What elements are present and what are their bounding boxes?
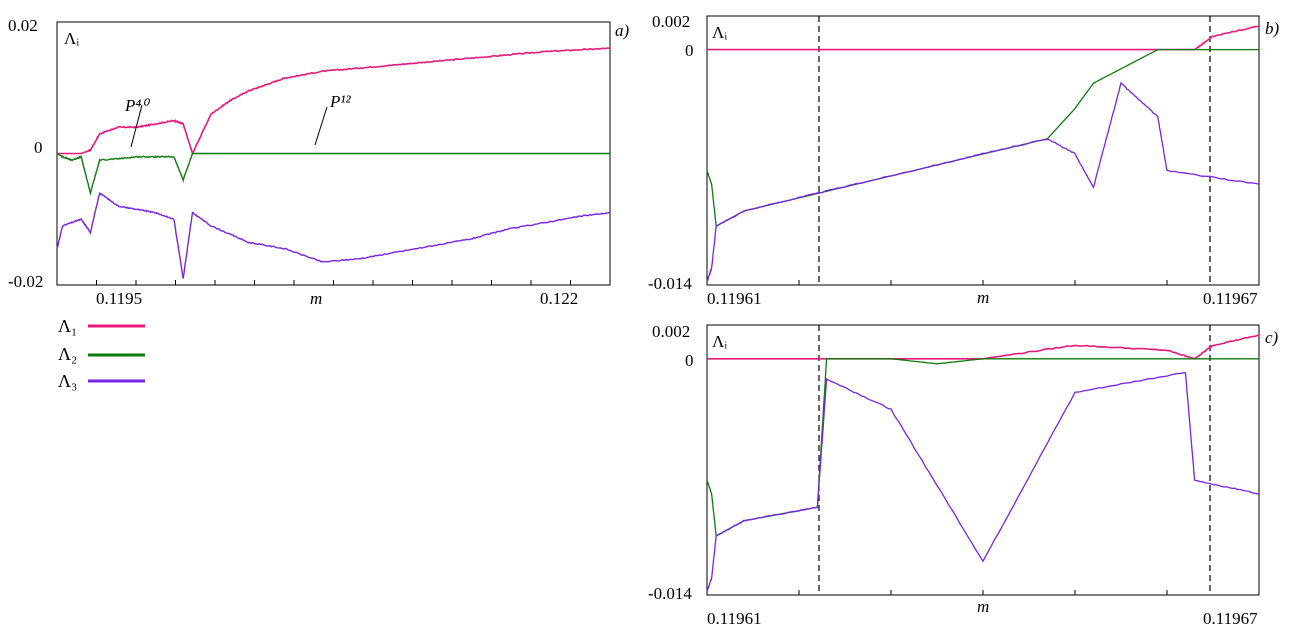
- y-tick-label: -0.02: [8, 272, 43, 291]
- series-lambda2-line: [56, 152, 610, 196]
- y-tick-label: 0: [34, 138, 43, 157]
- y-tick-label: 0: [685, 41, 694, 60]
- legend: Λ₁ Λ₂ Λ₃: [58, 316, 145, 391]
- x-axis-label: m: [977, 288, 989, 307]
- tick-marks: [798, 280, 1168, 285]
- panel-b: 0.002 0 -0.014 0.11961 0.11967 m Λᵢ b): [648, 12, 1280, 308]
- x-axis-label: m: [977, 597, 989, 616]
- panel-label: c): [1265, 328, 1279, 347]
- panel-c: 0.002 0 -0.014 0.11961 0.11967 m Λᵢ c): [648, 322, 1279, 628]
- x-tick-label: 0.11961: [707, 609, 762, 628]
- series-lambda2-line: [706, 48, 1259, 228]
- annotation-leader: [314, 106, 328, 146]
- panel-a: 0.02 0 -0.02 0.1195 0.122 m Λᵢ a) P⁴⁰ P¹…: [8, 16, 630, 308]
- legend-label-lambda1: Λ₁: [58, 316, 77, 336]
- y-tick-label: 0: [685, 351, 694, 370]
- plot-frame: [706, 15, 1260, 286]
- series-lambda3-line: [56, 191, 611, 279]
- legend-label-lambda3: Λ₃: [58, 371, 77, 391]
- x-tick-label: 0.11967: [1203, 609, 1258, 628]
- annotation-leader: [130, 104, 143, 148]
- x-tick-label: 0.11961: [707, 289, 762, 308]
- annotation-p40: P⁴⁰: [124, 96, 150, 115]
- panel-label: b): [1265, 19, 1280, 38]
- y-tick-label: 0.02: [8, 16, 38, 35]
- y-axis-label: Λᵢ: [712, 23, 727, 42]
- series-lambda3-line: [706, 371, 1260, 592]
- series-lambda3-line: [706, 81, 1260, 283]
- series-lambda2-line: [706, 358, 1259, 537]
- plot-frame: [706, 324, 1260, 596]
- y-tick-label: 0.002: [652, 322, 690, 341]
- x-tick-label: 0.11967: [1203, 289, 1258, 308]
- panel-label: a): [615, 21, 630, 40]
- tick-marks: [798, 590, 1168, 595]
- y-tick-label: -0.014: [648, 274, 692, 293]
- x-tick-label: 0.1195: [96, 289, 142, 308]
- y-tick-label: 0.002: [652, 12, 690, 31]
- y-axis-label: Λᵢ: [712, 332, 727, 351]
- legend-label-lambda2: Λ₂: [58, 344, 77, 364]
- y-axis-label: Λᵢ: [64, 29, 79, 48]
- tick-marks: [96, 280, 571, 285]
- x-tick-label: 0.122: [540, 289, 578, 308]
- x-axis-label: m: [310, 289, 322, 308]
- series-lambda1-line: [707, 25, 1260, 51]
- annotation-p12: P¹²: [329, 92, 351, 111]
- series-lambda1-line: [57, 47, 611, 156]
- y-tick-label: -0.014: [648, 584, 692, 603]
